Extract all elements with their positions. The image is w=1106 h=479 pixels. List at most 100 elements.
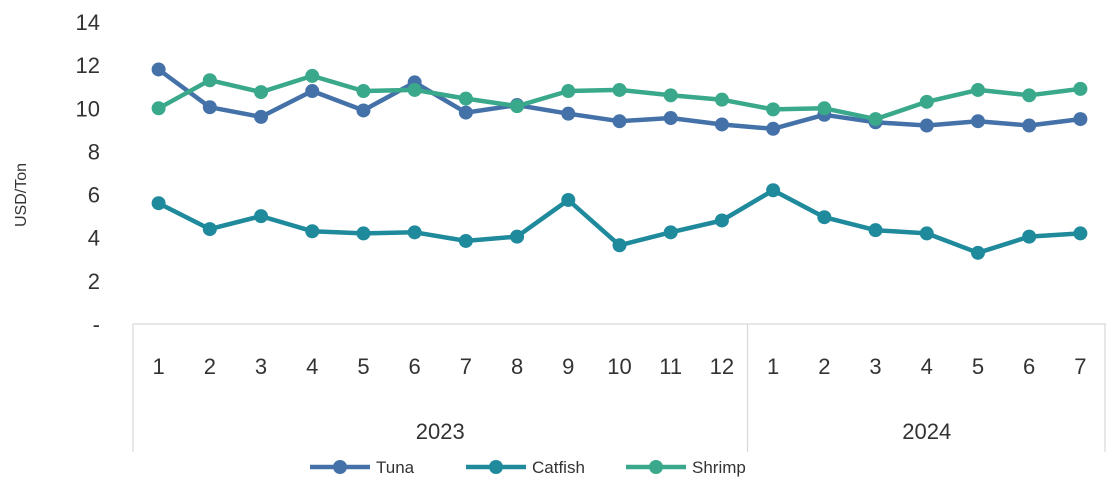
y-tick-label: 6 <box>88 183 100 208</box>
data-point <box>817 210 832 225</box>
x-tick-label: 8 <box>511 354 523 379</box>
x-tick-label: 6 <box>409 354 421 379</box>
y-tick-label: 2 <box>88 269 100 294</box>
data-point <box>766 102 781 117</box>
y-axis-label: USD/Ton <box>13 163 30 227</box>
data-point <box>612 238 627 253</box>
x-axis-ticks: 1 2 3 4 5 6 7 8 9 10 11 12 1 2 3 4 5 6 7 <box>152 354 1086 379</box>
data-point <box>663 88 678 103</box>
series-catfish <box>151 183 1088 260</box>
data-point <box>305 84 320 99</box>
x-tick-label: 5 <box>972 354 984 379</box>
x-tick-label: 10 <box>607 354 631 379</box>
y-tick-label: 12 <box>76 53 100 78</box>
data-point <box>305 68 320 83</box>
data-point <box>561 192 576 207</box>
legend-label: Tuna <box>376 458 415 477</box>
y-tick-label: 8 <box>88 139 100 164</box>
x-group-label: 2023 <box>416 419 465 444</box>
data-point <box>766 183 781 198</box>
data-point <box>254 85 269 100</box>
legend: Tuna Catfish Shrimp <box>310 458 746 477</box>
data-point <box>202 100 217 115</box>
data-point <box>510 229 525 244</box>
x-tick-label: 1 <box>152 354 164 379</box>
data-point <box>1022 118 1037 133</box>
data-point <box>970 245 985 260</box>
data-point <box>970 82 985 97</box>
data-point <box>663 225 678 240</box>
x-tick-label: 12 <box>710 354 734 379</box>
data-point <box>919 94 934 109</box>
data-point <box>1073 226 1088 241</box>
x-axis <box>132 323 1106 452</box>
data-point <box>202 222 217 237</box>
x-group-label: 2024 <box>902 419 951 444</box>
data-point <box>458 233 473 248</box>
data-point <box>356 103 371 118</box>
legend-item: Catfish <box>466 458 585 477</box>
data-point <box>919 118 934 133</box>
data-point <box>612 82 627 97</box>
x-tick-label: 2 <box>204 354 216 379</box>
data-point <box>407 82 422 97</box>
x-tick-label: 1 <box>767 354 779 379</box>
data-point <box>151 196 166 211</box>
x-tick-label: 3 <box>869 354 881 379</box>
x-tick-label: 4 <box>306 354 318 379</box>
data-point <box>970 114 985 129</box>
legend-swatch-marker <box>333 460 347 474</box>
data-point <box>254 209 269 224</box>
series-lines <box>151 62 1088 260</box>
x-tick-label: 3 <box>255 354 267 379</box>
legend-swatch-marker <box>489 460 503 474</box>
x-tick-label: 9 <box>562 354 574 379</box>
data-point <box>254 109 269 124</box>
data-point <box>612 114 627 129</box>
data-point <box>202 73 217 88</box>
data-point <box>356 226 371 241</box>
data-point <box>407 225 422 240</box>
data-point <box>151 101 166 116</box>
y-axis-ticks: - 2 4 6 8 10 12 14 <box>76 10 100 337</box>
data-point <box>356 84 371 99</box>
data-point <box>458 91 473 106</box>
series-shrimp <box>151 68 1088 127</box>
x-tick-label: 4 <box>921 354 933 379</box>
x-tick-label: 5 <box>357 354 369 379</box>
x-tick-label: 2 <box>818 354 830 379</box>
legend-label: Shrimp <box>692 458 746 477</box>
series-tuna <box>151 62 1088 136</box>
x-tick-label: 7 <box>1074 354 1086 379</box>
data-point <box>919 226 934 241</box>
data-point <box>458 105 473 120</box>
data-point <box>305 224 320 239</box>
data-point <box>1073 81 1088 96</box>
data-point <box>817 101 832 116</box>
y-tick-label: 4 <box>88 226 100 251</box>
data-point <box>510 99 525 114</box>
x-axis-year-groups: 2023 2024 <box>416 419 951 444</box>
data-point <box>868 223 883 238</box>
data-point <box>151 62 166 77</box>
legend-swatch-marker <box>649 460 663 474</box>
legend-item: Shrimp <box>626 458 746 477</box>
y-tick-label: 14 <box>76 10 100 35</box>
data-point <box>663 110 678 125</box>
data-point <box>714 117 729 132</box>
data-point <box>561 106 576 121</box>
x-tick-label: 6 <box>1023 354 1035 379</box>
data-point <box>1022 88 1037 103</box>
data-point <box>766 121 781 136</box>
data-point <box>714 92 729 107</box>
legend-label: Catfish <box>532 458 585 477</box>
data-point <box>561 84 576 99</box>
data-point <box>714 213 729 228</box>
y-tick-label: - <box>93 312 100 337</box>
x-tick-label: 7 <box>460 354 472 379</box>
legend-item: Tuna <box>310 458 415 477</box>
x-tick-label: 11 <box>659 354 682 379</box>
data-point <box>1022 229 1037 244</box>
data-point <box>1073 112 1088 127</box>
